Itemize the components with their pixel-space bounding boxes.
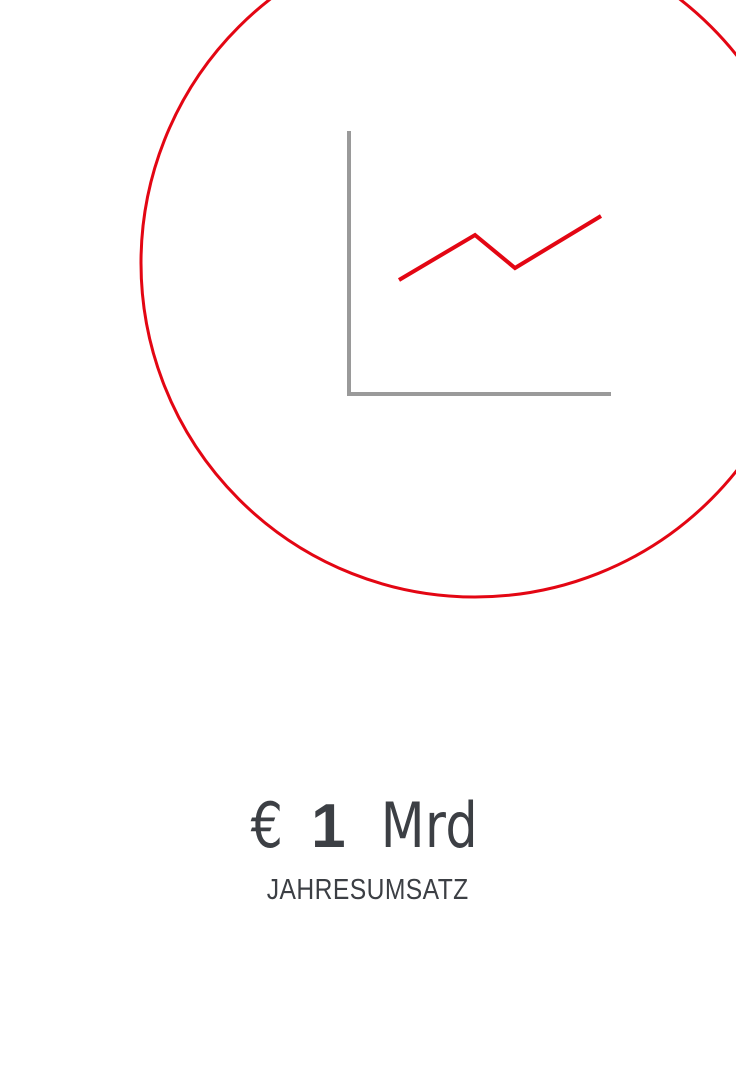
- stat-label: JAHRESUMSATZ: [267, 874, 469, 906]
- chart-axes-icon: [347, 131, 611, 396]
- red-ring: [139, 0, 736, 599]
- revenue-stat: € 1 Mrd JAHRESUMSATZ: [0, 790, 736, 907]
- trend-line-icon: [397, 214, 603, 282]
- stat-value: € 1 Mrd: [0, 790, 736, 863]
- currency-symbol: €: [251, 789, 284, 862]
- stat-unit: Mrd: [380, 789, 478, 862]
- revenue-chart-icon: [139, 0, 736, 599]
- stat-amount: 1: [311, 792, 347, 861]
- revenue-icon-area: [139, 0, 736, 599]
